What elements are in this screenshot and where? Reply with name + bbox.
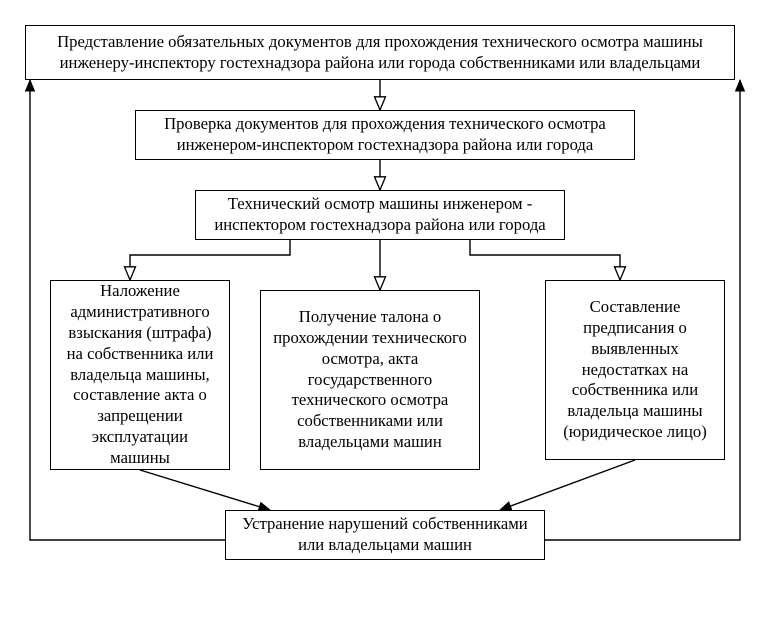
node-text: Устранение нарушений собственниками или … bbox=[236, 514, 534, 556]
edge bbox=[140, 470, 270, 510]
edge bbox=[500, 460, 635, 510]
node-text: Получение талона о прохождении техническ… bbox=[271, 307, 469, 453]
node-penalty: Наложение административного взыскания (ш… bbox=[50, 280, 230, 470]
node-text: Наложение административного взыскания (ш… bbox=[61, 281, 219, 468]
node-check-documents: Проверка документов для прохождения техн… bbox=[135, 110, 635, 160]
node-text: Составление предписания о выявленных нед… bbox=[556, 297, 714, 443]
edge bbox=[470, 240, 620, 280]
node-fix-violations: Устранение нарушений собственниками или … bbox=[225, 510, 545, 560]
node-receive-coupon: Получение талона о прохождении техническ… bbox=[260, 290, 480, 470]
node-submit-documents: Представление обязательных документов дл… bbox=[25, 25, 735, 80]
node-prescription: Составление предписания о выявленных нед… bbox=[545, 280, 725, 460]
node-text: Представление обязательных документов дл… bbox=[36, 32, 724, 74]
edge bbox=[130, 240, 290, 280]
flowchart-canvas: { "diagram": { "type": "flowchart", "bac… bbox=[0, 0, 768, 617]
node-text: Проверка документов для прохождения техн… bbox=[146, 114, 624, 156]
node-tech-inspection: Технический осмотр машины инженером - ин… bbox=[195, 190, 565, 240]
node-text: Технический осмотр машины инженером - ин… bbox=[206, 194, 554, 236]
